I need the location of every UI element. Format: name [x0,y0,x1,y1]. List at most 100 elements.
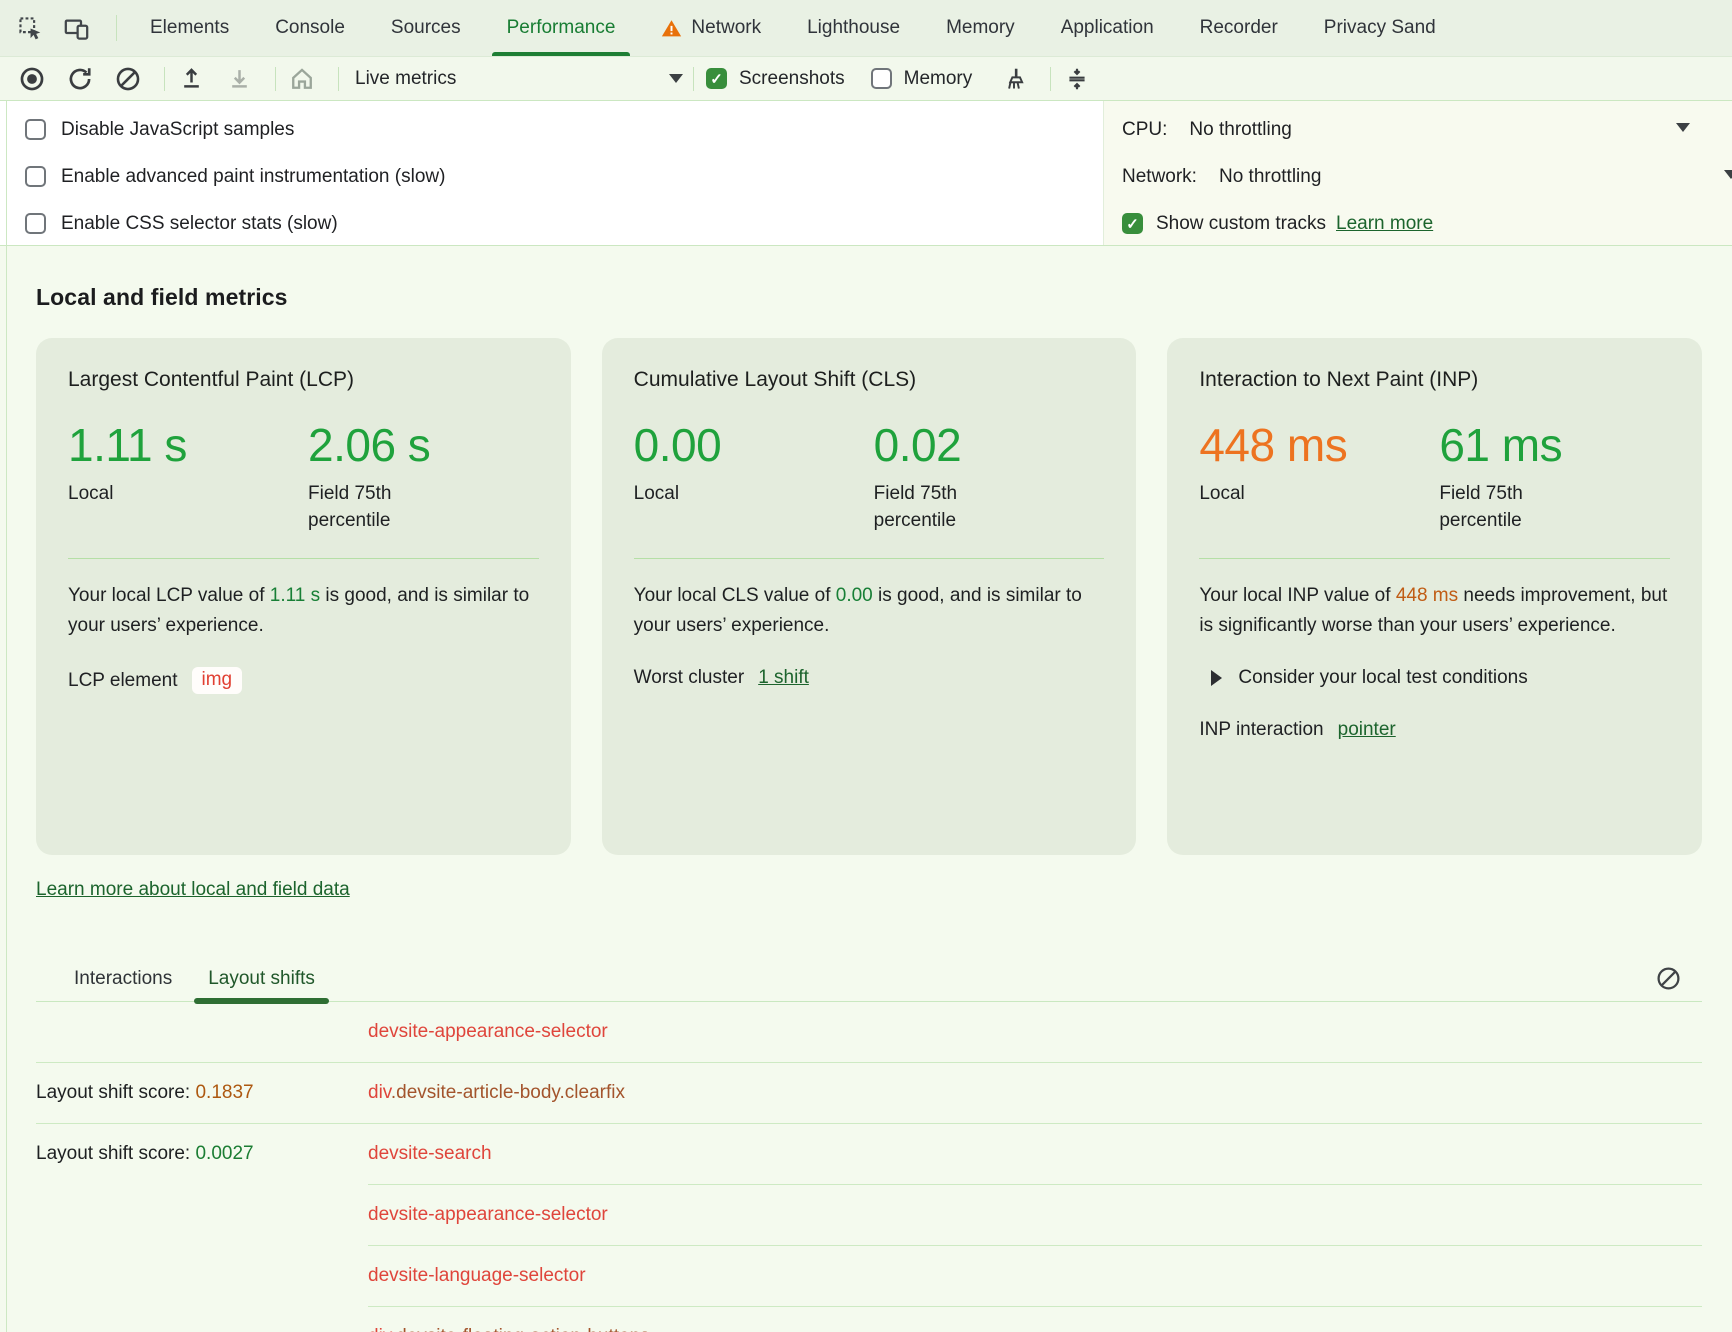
tab-performance[interactable]: Performance [484,0,639,56]
element-node-link[interactable]: devsite-appearance-selector [368,1204,608,1225]
tab-label: Elements [150,17,229,39]
log-tabs: InteractionsLayout shifts [56,957,333,1001]
custom-tracks-checkbox[interactable]: ✓ [1122,213,1143,234]
element-node-link[interactable]: devsite-language-selector [368,1265,586,1286]
devtools-tab-bar: Elements Console Sources Performance Network… [0,0,1732,57]
collapse-panel-icon[interactable] [1063,65,1091,93]
cls-card-title: Cumulative Layout Shift (CLS) [634,368,1105,392]
element-node-link[interactable]: devsite-search [368,1143,492,1164]
device-toolbar-icon[interactable] [60,12,92,44]
tab-label: Recorder [1200,17,1278,39]
cls-field-value: 0.02 [874,418,1105,472]
worst-cluster-link[interactable]: 1 shift [758,667,809,689]
worst-cluster-label: Worst cluster [634,667,745,689]
layout-shift-rows: devsite-appearance-selector Layout shift … [36,1002,1702,1332]
download-profile-icon[interactable] [225,65,253,93]
inp-field-value: 61 ms [1439,418,1670,472]
panel-tabs: Elements Console Sources Performance Network… [127,0,1459,56]
warning-icon [661,18,682,39]
record-icon[interactable] [18,65,46,93]
capture-option-label: Enable CSS selector stats (slow) [61,213,338,235]
network-throttling-row: Network: No throttling [1122,153,1732,200]
screenshots-checkbox[interactable]: ✓ Screenshots [706,68,845,90]
tab-recorder[interactable]: Recorder [1177,0,1301,56]
capture-option-row[interactable]: ✓Enable advanced paint instrumentation (… [25,153,1103,200]
log-tab-layout-shifts[interactable]: Layout shifts [190,957,333,1001]
performance-toolbar: Live metrics ✓ Screenshots ✓ Memory [0,57,1732,101]
capture-options: ✓ Disable JavaScript samples ✓Enable advan… [0,101,1732,246]
inp-local-value: 448 ms [1199,418,1439,472]
field-label: Field 75th percentile [308,480,433,534]
cls-card: Cumulative Layout Shift (CLS) 0.00 Local… [602,338,1137,855]
memory-checkbox[interactable]: ✓ Memory [871,68,973,90]
tab-sources[interactable]: Sources [368,0,484,56]
tab-memory[interactable]: Memory [923,0,1038,56]
network-label: Network: [1122,166,1197,188]
chevron-down-icon[interactable] [1676,123,1690,132]
cls-description: Your local CLS value of 0.00 is good, an… [634,581,1105,641]
learn-more-field-data-link[interactable]: Learn more about local and field data [36,879,350,901]
local-test-conditions-expander[interactable]: Consider your local test conditions [1199,667,1670,689]
section-heading: Local and field metrics [36,246,1702,311]
element-node-link[interactable]: .devsite-article-body.clearfix [391,1082,625,1103]
live-metrics-select[interactable]: Live metrics [351,68,691,90]
home-icon[interactable] [288,65,316,93]
layout-shift-row: Layout shift score: 0.0027devsite-search [36,1124,1702,1184]
element-node-link[interactable]: div [368,1082,391,1103]
cpu-label: CPU: [1122,119,1167,141]
tab-label: Application [1061,17,1154,39]
lcp-local-value: 1.11 s [68,418,308,472]
lcp-card-title: Largest Contentful Paint (LCP) [68,368,539,392]
capture-checkbox-list: ✓ Disable JavaScript samples ✓Enable advan… [0,101,1103,245]
inspect-element-icon[interactable] [14,12,46,44]
checkbox-box[interactable]: ✓ [25,213,46,234]
tab-label: Console [275,17,345,39]
reload-record-icon[interactable] [66,65,94,93]
log-tab-interactions[interactable]: Interactions [56,957,190,1001]
shift-element-cell: devsite-appearance-selector [368,1204,1702,1226]
cpu-throttling-select[interactable]: No throttling [1189,119,1291,141]
clear-icon[interactable] [114,65,142,93]
custom-tracks-label: Show custom tracks [1156,213,1326,235]
element-node-link[interactable]: .devsite-floating-action-buttons [391,1326,650,1332]
layout-shift-row: div.devsite-floating-action-buttons [36,1307,1702,1332]
network-throttling-select[interactable]: No throttling [1219,166,1321,188]
inp-card-title: Interaction to Next Paint (INP) [1199,368,1670,392]
clear-log-icon[interactable] [1652,962,1684,994]
memory-label: Memory [904,68,973,90]
tab-network[interactable]: Network [638,0,784,56]
shift-score-value: 0.1837 [195,1082,253,1103]
checkbox-box[interactable]: ✓ [25,119,46,140]
garbage-collect-brush-icon[interactable] [1000,65,1028,93]
custom-tracks-learn-more-link[interactable]: Learn more [1336,213,1433,235]
checkbox-box[interactable]: ✓ [871,68,892,89]
shift-element-cell: devsite-language-selector [368,1265,1702,1287]
element-node-link[interactable]: div [368,1326,391,1332]
upload-profile-icon[interactable] [177,65,205,93]
layout-shift-row: devsite-appearance-selector [36,1002,1702,1062]
field-label: Field 75th percentile [874,480,999,534]
tab-lighthouse[interactable]: Lighthouse [784,0,923,56]
shift-element-cell: devsite-search [368,1143,1702,1165]
tab-application[interactable]: Application [1038,0,1177,56]
shift-score-label: Layout shift score: [36,1082,195,1103]
panel-left-border [6,101,7,1332]
checkbox-box[interactable]: ✓ [706,68,727,89]
card-divider [1199,558,1670,559]
tab-privacy-sand[interactable]: Privacy Sand [1301,0,1459,56]
checkbox-box[interactable]: ✓ [25,166,46,187]
capture-option-row[interactable]: ✓ Disable JavaScript samples [25,106,1103,153]
tab-elements[interactable]: Elements [127,0,252,56]
tab-label: Performance [507,17,616,39]
chevron-down-icon[interactable] [1724,170,1732,179]
chevron-down-icon [669,74,683,83]
capture-option-row[interactable]: ✓ Enable CSS selector stats (slow) [25,200,1103,247]
local-label: Local [1199,480,1439,507]
shift-score-cell: Layout shift score: 0.1837 [36,1082,368,1104]
lcp-element-node-link[interactable]: img [192,667,243,694]
tab-console[interactable]: Console [252,0,368,56]
divider [275,67,276,91]
inp-interaction-link[interactable]: pointer [1338,719,1396,741]
capture-option-label: Disable JavaScript samples [61,119,294,141]
element-node-link[interactable]: devsite-appearance-selector [368,1021,608,1042]
